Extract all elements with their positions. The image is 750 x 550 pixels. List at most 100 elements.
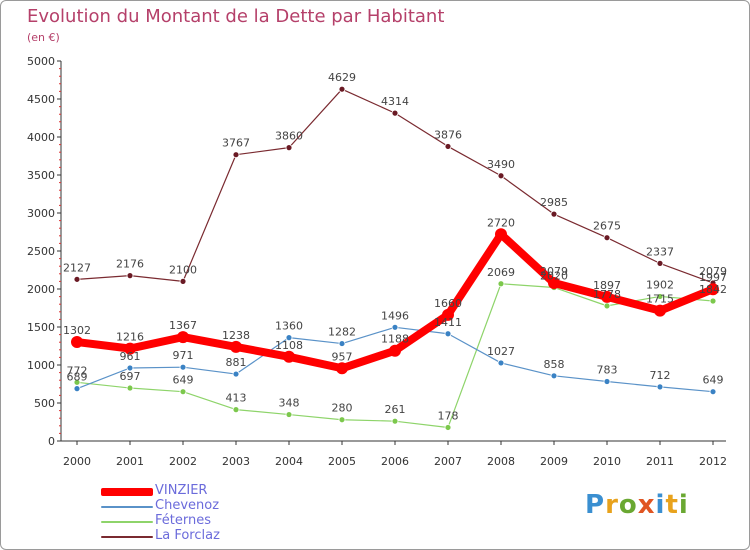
data-label: 1360 (275, 320, 303, 333)
data-label: 2100 (169, 263, 197, 276)
data-label: 957 (332, 350, 353, 363)
logo-letter: i (655, 490, 666, 520)
legend-label: La Forclaz (155, 528, 220, 543)
data-point (391, 417, 399, 425)
data-point (338, 416, 346, 424)
data-label: 971 (173, 349, 194, 362)
data-label: 1660 (434, 297, 462, 310)
y-tick-label: 4000 (27, 131, 55, 144)
data-label: 1842 (699, 283, 727, 296)
data-point (338, 85, 346, 93)
y-tick-label: 3500 (27, 169, 55, 182)
data-label: 881 (226, 356, 247, 369)
data-point (126, 272, 134, 280)
y-tick-label: 5000 (27, 55, 55, 68)
data-label: 1282 (328, 326, 356, 339)
data-point (497, 359, 505, 367)
data-point (497, 172, 505, 180)
legend-item: Chevenoz (101, 498, 301, 514)
data-point (126, 364, 134, 372)
data-label: 961 (120, 350, 141, 363)
data-label: 178 (438, 409, 459, 422)
chart-unit: (en €) (27, 31, 60, 44)
x-tick-label: 2004 (275, 455, 303, 468)
data-point (601, 290, 613, 303)
logo-letter: o (618, 490, 638, 520)
data-label: 1367 (169, 319, 197, 332)
x-tick-label: 2010 (593, 455, 621, 468)
data-label: 858 (544, 358, 565, 371)
data-point (177, 331, 189, 344)
data-label: 1411 (434, 316, 462, 329)
chart-legend: VINZIER Chevenoz Féternes La Forclaz (101, 483, 301, 544)
data-point (603, 302, 611, 310)
y-tick-label: 2500 (27, 245, 55, 258)
data-label: 2127 (63, 261, 91, 274)
data-label: 1216 (116, 331, 144, 344)
data-label: 1778 (593, 288, 621, 301)
data-point (444, 143, 452, 150)
data-point (336, 362, 348, 375)
y-tick-label: 4500 (27, 93, 55, 106)
y-tick-label: 500 (34, 397, 55, 410)
y-tick-label: 3000 (27, 207, 55, 220)
data-label: 712 (650, 369, 671, 382)
data-point (709, 388, 717, 396)
legend-item: Féternes (101, 513, 301, 529)
data-point (285, 411, 293, 418)
data-point (179, 363, 187, 371)
data-point (442, 308, 454, 321)
data-label: 1902 (646, 278, 674, 291)
legend-item: VINZIER (101, 483, 301, 499)
data-point (73, 385, 81, 393)
logo-letter: t (665, 490, 679, 520)
legend-swatch (101, 521, 153, 523)
data-point (603, 378, 611, 385)
data-point (709, 297, 717, 305)
data-label: 413 (226, 392, 247, 405)
legend-swatch (101, 506, 153, 508)
y-tick-label: 1500 (27, 321, 55, 334)
legend-swatch (101, 536, 153, 538)
x-tick-label: 2012 (699, 455, 727, 468)
x-tick-label: 2000 (63, 455, 91, 468)
legend-label: Féternes (155, 513, 211, 528)
data-label: 772 (67, 364, 88, 377)
logo-letter: i (678, 490, 689, 520)
data-label: 2720 (487, 216, 515, 229)
data-point (179, 277, 187, 285)
x-tick-label: 2009 (540, 455, 568, 468)
data-label: 697 (120, 370, 141, 383)
data-label: 1302 (63, 324, 91, 337)
data-point (124, 342, 136, 355)
data-point (391, 323, 399, 331)
legend-swatch (101, 488, 153, 496)
data-point (548, 276, 560, 289)
data-point (656, 383, 664, 391)
logo-letter: P (585, 490, 606, 520)
x-tick-label: 2003 (222, 455, 250, 468)
logo-letter: r (605, 490, 619, 520)
data-point (550, 372, 558, 380)
data-point (285, 334, 293, 342)
x-tick-label: 2007 (434, 455, 462, 468)
proxiti-logo: Proxiti (585, 490, 689, 520)
data-point (550, 210, 558, 218)
series-line-la-forclaz (76, 88, 714, 284)
x-tick-label: 2005 (328, 455, 356, 468)
data-point (283, 350, 295, 363)
y-tick-label: 1000 (27, 359, 55, 372)
data-label: 4314 (381, 95, 409, 108)
data-label: 1997 (699, 271, 727, 284)
data-label: 2079 (540, 265, 568, 278)
data-label: 2675 (593, 220, 621, 233)
data-point (71, 336, 83, 349)
data-label: 649 (173, 374, 194, 387)
data-label: 3490 (487, 158, 515, 171)
data-label: 1027 (487, 345, 515, 358)
legend-label: Chevenoz (155, 498, 220, 513)
data-label: 2020 (540, 269, 568, 282)
data-point (230, 340, 242, 353)
data-label: 2079 (699, 265, 727, 278)
